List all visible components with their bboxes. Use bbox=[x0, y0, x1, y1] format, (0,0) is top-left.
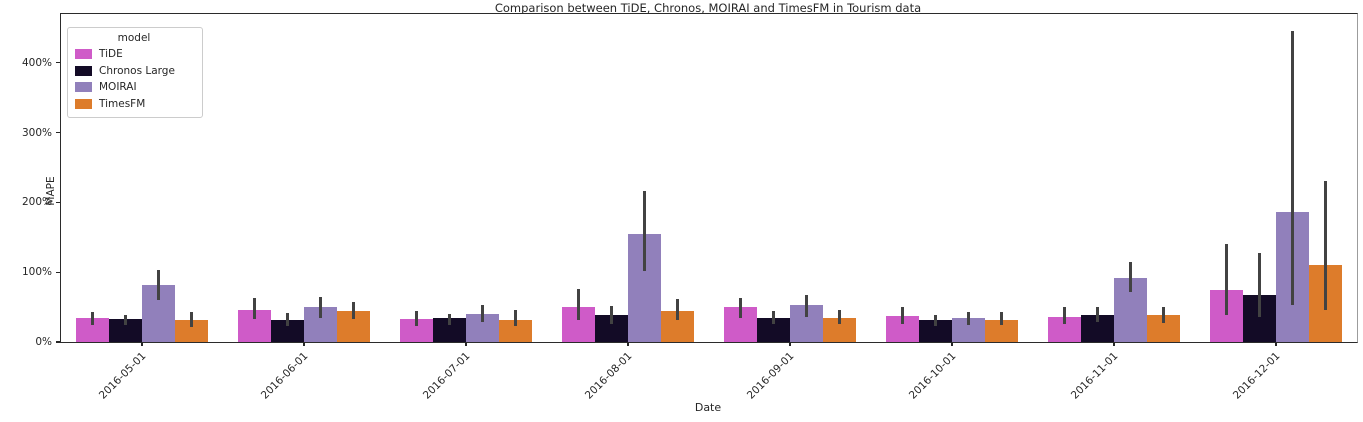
legend-item: TimesFM bbox=[75, 96, 193, 113]
y-tick-mark bbox=[56, 341, 60, 343]
error-bar bbox=[1258, 253, 1261, 317]
bar bbox=[433, 318, 466, 342]
legend-swatch bbox=[75, 49, 92, 60]
y-tick-label: 300% bbox=[21, 126, 52, 139]
error-bar bbox=[643, 191, 646, 271]
bar bbox=[919, 320, 952, 342]
error-bar bbox=[676, 298, 679, 321]
y-tick-mark bbox=[56, 62, 60, 64]
error-bar bbox=[124, 314, 127, 326]
legend-swatch bbox=[75, 65, 92, 76]
legend-swatch bbox=[75, 98, 92, 109]
error-bar bbox=[1291, 31, 1294, 305]
error-bar bbox=[772, 310, 775, 324]
legend-label: MOIRAI bbox=[99, 81, 137, 94]
error-bar bbox=[1000, 311, 1003, 326]
legend-items: TiDE Chronos Large MOIRAI TimesFM bbox=[75, 46, 193, 112]
x-tick-mark bbox=[1275, 342, 1277, 346]
error-bar bbox=[481, 305, 484, 322]
error-bar bbox=[415, 311, 418, 326]
x-tick-mark bbox=[303, 342, 305, 346]
y-tick-mark bbox=[56, 201, 60, 203]
x-tick-label: 2016-11-01 bbox=[1068, 350, 1121, 402]
error-bar bbox=[610, 305, 613, 324]
legend-item: Chronos Large bbox=[75, 63, 193, 80]
y-axis-label: MAPE bbox=[45, 176, 57, 206]
error-bar bbox=[352, 302, 355, 319]
x-tick-label: 2016-12-01 bbox=[1230, 350, 1283, 402]
error-bar bbox=[448, 314, 451, 325]
error-bar bbox=[577, 288, 580, 320]
error-bar bbox=[901, 307, 904, 324]
x-tick-mark bbox=[951, 342, 953, 346]
legend-item: MOIRAI bbox=[75, 79, 193, 96]
legend-swatch bbox=[75, 82, 92, 93]
chart-title: Comparison between TiDE, Chronos, MOIRAI… bbox=[494, 1, 922, 15]
legend-label: Chronos Large bbox=[99, 64, 175, 77]
y-tick-label: 0% bbox=[35, 336, 52, 348]
x-tick-label: 2016-06-01 bbox=[258, 350, 311, 402]
legend-label: TiDE bbox=[99, 48, 123, 61]
y-tick-mark bbox=[56, 271, 60, 273]
x-tick-mark bbox=[1113, 342, 1115, 346]
legend-item: TiDE bbox=[75, 46, 193, 63]
bar bbox=[823, 318, 856, 342]
x-tick-label: 2016-05-01 bbox=[96, 350, 149, 402]
error-bar bbox=[967, 311, 970, 326]
bar bbox=[499, 319, 532, 342]
x-axis-label: Date bbox=[694, 401, 722, 414]
bar bbox=[400, 318, 433, 342]
plot-area: MAPE model TiDE Chronos Large MOIRAI TimesF… bbox=[22, 13, 1358, 402]
x-tick-label: 2016-08-01 bbox=[582, 350, 635, 402]
error-bar bbox=[739, 298, 742, 318]
error-bar bbox=[514, 309, 517, 326]
error-bar bbox=[934, 315, 937, 326]
legend: model TiDE Chronos Large MOIRAI TimesFM bbox=[67, 27, 203, 118]
error-bar bbox=[253, 298, 256, 319]
error-bar bbox=[157, 270, 160, 301]
error-bar bbox=[286, 313, 289, 326]
bar bbox=[271, 319, 304, 342]
error-bar bbox=[1129, 262, 1132, 293]
error-bar bbox=[190, 311, 193, 328]
error-bar bbox=[1063, 307, 1066, 324]
x-tick-mark bbox=[465, 342, 467, 346]
error-bar bbox=[91, 311, 94, 325]
y-tick-label: 200% bbox=[21, 196, 52, 209]
error-bar bbox=[805, 295, 808, 317]
x-tick-mark bbox=[627, 342, 629, 346]
y-tick-mark bbox=[56, 132, 60, 134]
error-bar bbox=[838, 309, 841, 324]
bar bbox=[985, 319, 1018, 342]
bar bbox=[109, 318, 142, 342]
error-bar bbox=[1324, 180, 1327, 310]
error-bar bbox=[1225, 244, 1228, 316]
bar bbox=[175, 319, 208, 342]
error-bar bbox=[1162, 307, 1165, 324]
x-tick-label: 2016-10-01 bbox=[906, 350, 959, 402]
error-bar bbox=[1096, 307, 1099, 322]
legend-label: TimesFM bbox=[99, 97, 146, 110]
legend-title: model bbox=[117, 32, 151, 44]
x-tick-mark bbox=[141, 342, 143, 346]
error-bar bbox=[319, 297, 322, 318]
x-tick-label: 2016-07-01 bbox=[420, 350, 473, 402]
y-tick-label: 100% bbox=[21, 266, 52, 279]
bar bbox=[952, 318, 985, 342]
y-tick-label: 400% bbox=[21, 56, 52, 69]
x-tick-mark bbox=[789, 342, 791, 346]
x-tick-label: 2016-09-01 bbox=[744, 350, 797, 402]
